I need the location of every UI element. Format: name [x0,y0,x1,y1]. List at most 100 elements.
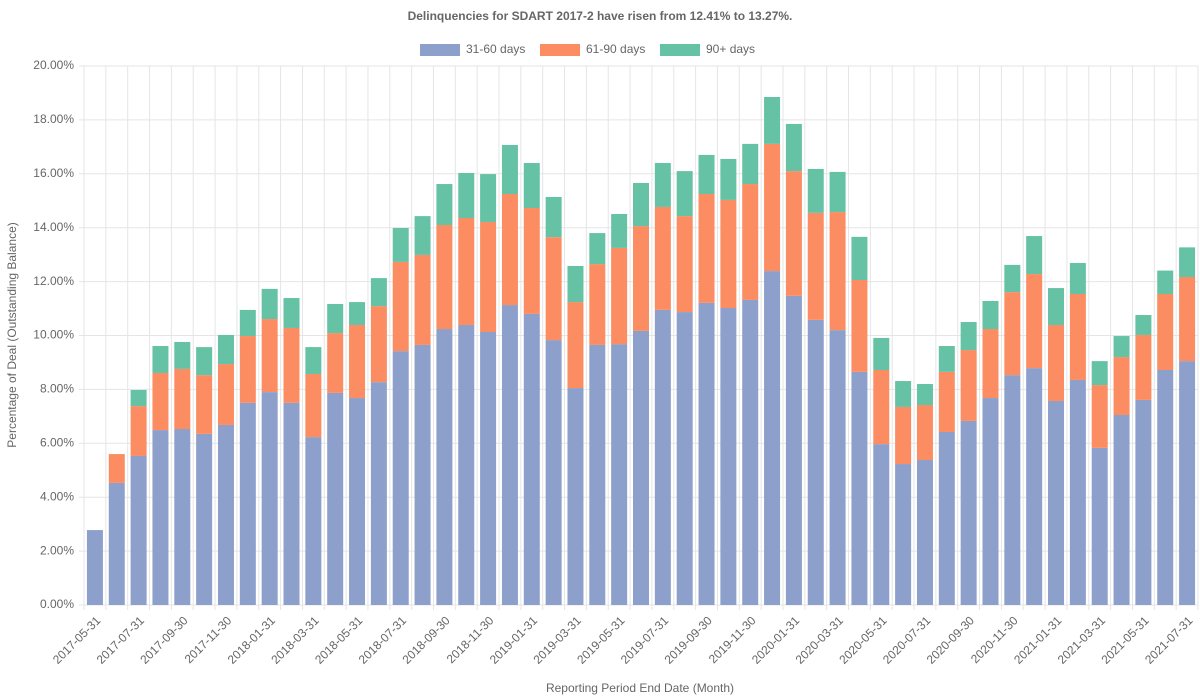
bar-segment [392,351,409,605]
bar-segment [480,222,497,332]
bar-segment [501,305,518,605]
bar-segment [1069,379,1086,605]
bar-segment [239,402,256,605]
y-tick-label: 10.00% [33,328,74,342]
bar-segment [196,347,213,376]
bar-segment [960,420,977,605]
legend-label: 61-90 days [586,42,645,56]
bar-segment [916,460,933,605]
bar-segment [676,171,693,217]
bar-segment [654,309,671,605]
bar-segment [1157,293,1174,370]
bar-segment [152,346,169,373]
y-tick-label: 4.00% [40,489,74,503]
bar-segment [370,278,387,307]
bar-segment [633,182,649,227]
bar-segment [174,368,191,430]
bar-segment [785,123,802,172]
bar-segment [611,247,628,345]
bar-segment [327,333,344,393]
bar-segment [458,217,475,325]
bar-segment [261,319,278,393]
x-axis-title: Reporting Period End Date (Month) [546,681,734,695]
bar-segment [283,402,300,605]
x-tick-label: 2021-07-31 [1142,613,1196,667]
y-tick-label: 14.00% [33,220,74,234]
bar-segment [807,168,824,213]
y-tick-label: 18.00% [33,112,74,126]
bar-segment [370,306,387,383]
bar-segment [217,364,234,425]
bar-segment [436,225,453,330]
bar-segment [873,444,890,605]
bar-segment [829,330,846,605]
bar-segment [305,437,322,605]
bar-segment [501,144,518,195]
bar-segment [1135,334,1152,400]
bar-segment [217,424,234,605]
bar-segment [960,322,977,351]
bar-segment [283,298,300,328]
bar-segment [1026,236,1043,275]
bar-segment [196,433,213,605]
bar-segment [414,344,431,605]
bar-segment [1157,270,1174,294]
legend-label: 90+ days [706,42,755,56]
bar-segment [130,389,147,407]
bar-segment [851,279,868,372]
bar-segment [261,392,278,605]
bar-segment [86,530,103,605]
y-tick-label: 16.00% [33,166,74,180]
bar-segment [327,303,344,334]
bar-segment [414,216,431,255]
y-tick-label: 20.00% [33,58,74,72]
bar-segment [633,226,649,331]
bar-segment [807,319,824,605]
bar-segment [1179,247,1196,278]
bar-segment [698,194,715,303]
bar-segment [1004,375,1021,605]
bar-segment [851,236,868,280]
bar-segment [742,184,759,300]
bar-segment [676,312,693,605]
bar-segment [742,299,759,605]
bar-segment [1069,293,1086,380]
bar-segment [392,227,409,262]
bar-segment [1004,264,1021,293]
bar-segment [589,344,606,605]
bar-segment [1048,324,1065,401]
bar-segment [742,143,759,185]
bar-segment [239,309,256,337]
bar-segment [589,233,606,265]
bar-segment [633,330,649,605]
bar-segment [829,171,846,213]
bar-segment [654,163,671,207]
bar-segment [239,336,256,403]
bar-segment [196,375,213,434]
y-tick-label: 2.00% [40,543,74,557]
bar-segment [217,334,234,365]
bar-segment [829,212,846,331]
bar-segment [873,369,890,445]
bar-segment [960,350,977,421]
bar-segment [370,382,387,605]
y-axis-title: Percentage of Deal (Outstanding Balance) [5,222,19,447]
bar-segment [698,154,715,195]
bar-segment [851,371,868,605]
bar-segment [1026,368,1043,605]
bar-segment [523,163,540,209]
bar-segment [1004,292,1021,376]
bar-segment [567,388,584,605]
bar-segment [458,172,475,218]
bar-segment [1091,385,1108,448]
bar-segment [982,301,999,330]
bar-segment [916,405,933,461]
bar-segment [938,346,955,372]
bar-segment [916,384,933,406]
bar-segment [349,398,366,605]
bar-segment [1048,400,1065,605]
legend-swatch [660,44,700,56]
bar-segment [1048,288,1065,325]
bar-segment [130,406,147,456]
bar-segment [938,371,955,432]
